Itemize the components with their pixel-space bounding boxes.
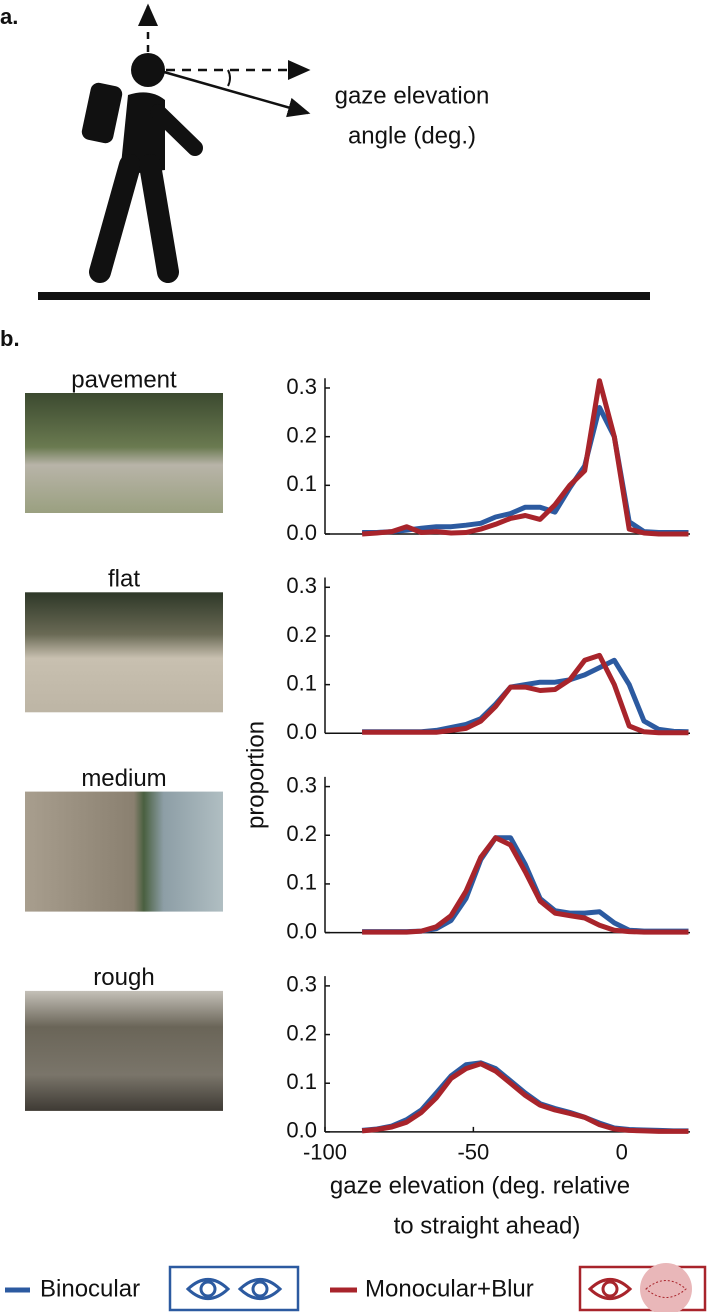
y-tick-label: 0.0: [286, 918, 317, 943]
series-line: [361, 378, 689, 537]
legend-label: Monocular+Blur: [365, 1275, 534, 1302]
y-tick-label: 0.3: [286, 972, 317, 997]
x-tick-label: -50: [457, 1140, 489, 1165]
scene-photo: [25, 791, 223, 912]
series-line: [362, 657, 689, 735]
series-line: [362, 835, 689, 935]
scene-photo: [25, 592, 223, 713]
ground-line: [38, 292, 650, 300]
series-line: [362, 652, 689, 736]
scene-photo: [25, 393, 223, 513]
panel-title: rough: [93, 964, 154, 991]
walker-illustration: [81, 3, 311, 283]
panel-label: a.: [0, 4, 18, 29]
y-axis-label: proportion: [242, 721, 269, 829]
y-tick-label: 0.0: [286, 520, 317, 545]
y-tick-label: 0.0: [286, 1118, 317, 1143]
y-tick-label: 0.3: [286, 573, 317, 598]
y-tick-label: 0.2: [286, 422, 317, 447]
y-tick-label: 0.2: [286, 622, 317, 647]
x-axis-label: to straight ahead): [394, 1212, 581, 1239]
x-tick-label: 0: [616, 1140, 628, 1165]
y-tick-label: 0.2: [286, 821, 317, 846]
panel-label: b.: [0, 326, 20, 351]
x-axis-label: gaze elevation (deg. relative: [330, 1172, 630, 1199]
panel-title: medium: [81, 765, 166, 792]
series-line: [361, 1061, 689, 1134]
annotation: angle (deg.): [348, 122, 476, 149]
y-tick-label: 0.3: [286, 374, 317, 399]
y-tick-label: 0.1: [286, 1069, 317, 1094]
y-tick-label: 0.2: [286, 1020, 317, 1045]
legend-icon: [168, 1265, 300, 1312]
x-tick-label: -100: [303, 1140, 347, 1165]
y-tick-label: 0.3: [286, 772, 317, 797]
y-tick-label: 0.1: [286, 471, 317, 496]
y-tick-label: 0.0: [286, 719, 317, 744]
panel-title: pavement: [71, 366, 177, 393]
series-line: [362, 835, 689, 935]
annotation: gaze elevation: [335, 82, 490, 109]
y-tick-label: 0.1: [286, 670, 317, 695]
y-tick-label: 0.1: [286, 870, 317, 895]
panel-title: flat: [108, 566, 140, 593]
legend-label: Binocular: [40, 1275, 140, 1302]
legend-icon: [578, 1263, 707, 1312]
scene-photo: [25, 990, 223, 1111]
